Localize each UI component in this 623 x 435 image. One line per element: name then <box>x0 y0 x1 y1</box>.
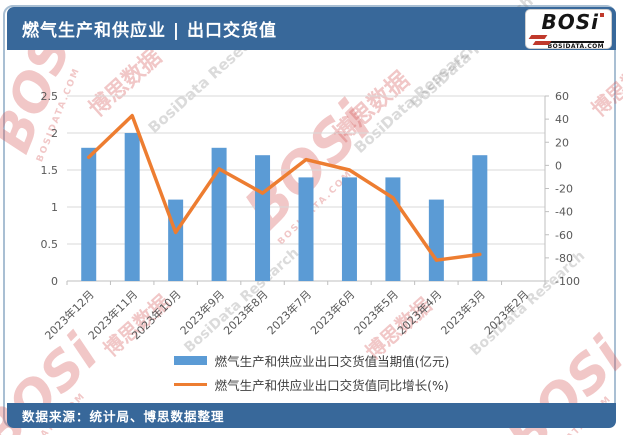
left-axis-tick-label: 2.5 <box>41 90 59 103</box>
left-axis-tick-label: 2 <box>51 127 58 140</box>
page-title: 燃气生产和供应业 | 出口交货值 <box>22 21 278 41</box>
right-axis-tick-label: -100 <box>555 275 580 288</box>
logo-red-dot-icon <box>600 13 604 17</box>
legend-box: 燃气生产和供应业出口交货值当期值(亿元) 燃气生产和供应业出口交货值同比增长(%… <box>173 351 450 394</box>
logo-domain: BOSIDATA.COM <box>547 41 604 49</box>
x-axis-tick-label: 2023年7月 <box>264 287 314 337</box>
bar <box>428 199 444 281</box>
legend-line-swatch-icon <box>173 383 207 386</box>
bar <box>341 177 357 281</box>
right-axis-tick-label: -60 <box>555 229 573 242</box>
x-axis-tick-label: 2023年6月 <box>307 287 357 337</box>
logo-stripe-decoration <box>532 41 552 45</box>
combo-chart: 2.5 2 1.5 1 0.5 0 60 40 20 0 -20 -40 -60 -80 -100 2023年… <box>41 90 580 342</box>
bar <box>168 199 184 281</box>
trend-line <box>86 113 482 262</box>
bar <box>124 133 140 281</box>
footer-bar: 数据来源：统计局、博思数据整理 <box>7 403 616 428</box>
x-axis-tick-label: 2023年4月 <box>394 287 444 337</box>
right-axis-tick-label: -40 <box>555 206 573 219</box>
bar <box>298 177 314 281</box>
bar <box>255 155 271 281</box>
legend-item-line: 燃气生产和供应业出口交货值同比增长(%) <box>173 375 450 394</box>
logo-stripe-decoration <box>528 35 548 39</box>
header-bar: 燃气生产和供应业 | 出口交货值 <box>7 7 616 50</box>
left-axis-tick-label: 1 <box>51 201 58 214</box>
bosi-logo: BOSi BOSIDATA.COM <box>525 9 612 49</box>
logo-wordmark: BOSi <box>533 11 604 33</box>
bar <box>81 147 97 281</box>
legend-item-bar: 燃气生产和供应业出口交货值当期值(亿元) <box>173 351 450 370</box>
x-axis-tick-label: 2023年3月 <box>438 287 488 337</box>
right-axis-tick-label: 0 <box>555 159 562 172</box>
left-axis-tick-label: 1.5 <box>41 164 59 177</box>
bar <box>472 155 488 281</box>
legend-line-label: 燃气生产和供应业出口交货值同比增长(%) <box>214 378 449 393</box>
data-source-text: 数据来源：统计局、博思数据整理 <box>22 409 225 424</box>
right-axis-tick-label: 20 <box>555 136 569 149</box>
bar <box>211 147 227 281</box>
x-axis-tick-label: 2023年9月 <box>177 287 227 337</box>
left-axis-tick-label: 0 <box>51 275 58 288</box>
legend-bar-label: 燃气生产和供应业出口交货值当期值(亿元) <box>214 354 450 369</box>
x-axis-tick-label: 2023年5月 <box>351 287 401 337</box>
right-axis-tick-label: 40 <box>555 113 569 126</box>
x-axis-tick-label: 2023年8月 <box>220 287 270 337</box>
x-axis-tick-label: 2023年2月 <box>481 287 531 337</box>
right-axis-tick-label: -20 <box>555 183 573 196</box>
right-axis-tick-label: 60 <box>555 90 569 103</box>
right-axis-tick-label: -80 <box>555 252 573 265</box>
left-axis-tick-label: 0.5 <box>41 238 59 251</box>
legend-bar-swatch-icon <box>173 356 207 365</box>
chart-legend: 燃气生产和供应业出口交货值当期值(亿元) 燃气生产和供应业出口交货值同比增长(%… <box>0 351 623 394</box>
